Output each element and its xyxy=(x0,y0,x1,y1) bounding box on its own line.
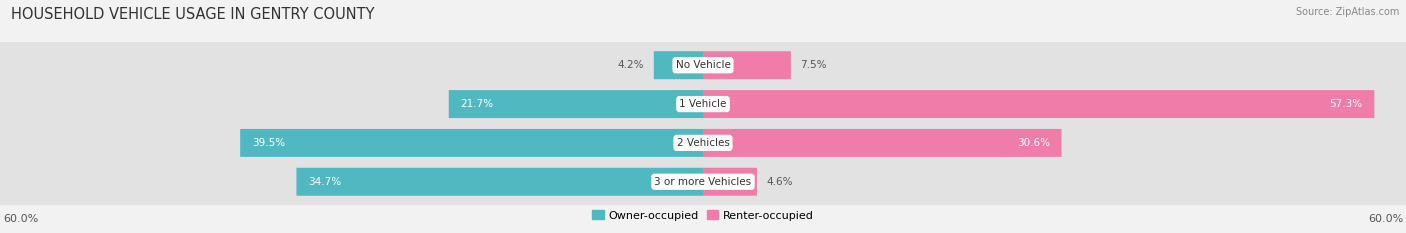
FancyBboxPatch shape xyxy=(0,59,1406,149)
Text: 7.5%: 7.5% xyxy=(800,60,827,70)
FancyBboxPatch shape xyxy=(0,137,1406,227)
FancyBboxPatch shape xyxy=(703,129,1062,157)
FancyBboxPatch shape xyxy=(703,90,1375,118)
Text: 34.7%: 34.7% xyxy=(308,177,342,187)
Text: 1 Vehicle: 1 Vehicle xyxy=(679,99,727,109)
Text: 4.2%: 4.2% xyxy=(617,60,644,70)
Text: 60.0%: 60.0% xyxy=(3,214,38,224)
FancyBboxPatch shape xyxy=(0,98,1406,188)
Text: 39.5%: 39.5% xyxy=(252,138,285,148)
FancyBboxPatch shape xyxy=(240,129,703,157)
Text: 21.7%: 21.7% xyxy=(461,99,494,109)
FancyBboxPatch shape xyxy=(449,90,703,118)
Legend: Owner-occupied, Renter-occupied: Owner-occupied, Renter-occupied xyxy=(588,206,818,225)
Text: 57.3%: 57.3% xyxy=(1330,99,1362,109)
FancyBboxPatch shape xyxy=(703,51,790,79)
Text: 2 Vehicles: 2 Vehicles xyxy=(676,138,730,148)
Text: 4.6%: 4.6% xyxy=(766,177,793,187)
Text: 30.6%: 30.6% xyxy=(1017,138,1050,148)
FancyBboxPatch shape xyxy=(703,168,756,196)
Text: HOUSEHOLD VEHICLE USAGE IN GENTRY COUNTY: HOUSEHOLD VEHICLE USAGE IN GENTRY COUNTY xyxy=(11,7,375,22)
Text: No Vehicle: No Vehicle xyxy=(675,60,731,70)
FancyBboxPatch shape xyxy=(297,168,703,196)
FancyBboxPatch shape xyxy=(0,20,1406,110)
Text: Source: ZipAtlas.com: Source: ZipAtlas.com xyxy=(1295,7,1399,17)
FancyBboxPatch shape xyxy=(654,51,703,79)
Text: 60.0%: 60.0% xyxy=(1368,214,1403,224)
Text: 3 or more Vehicles: 3 or more Vehicles xyxy=(654,177,752,187)
